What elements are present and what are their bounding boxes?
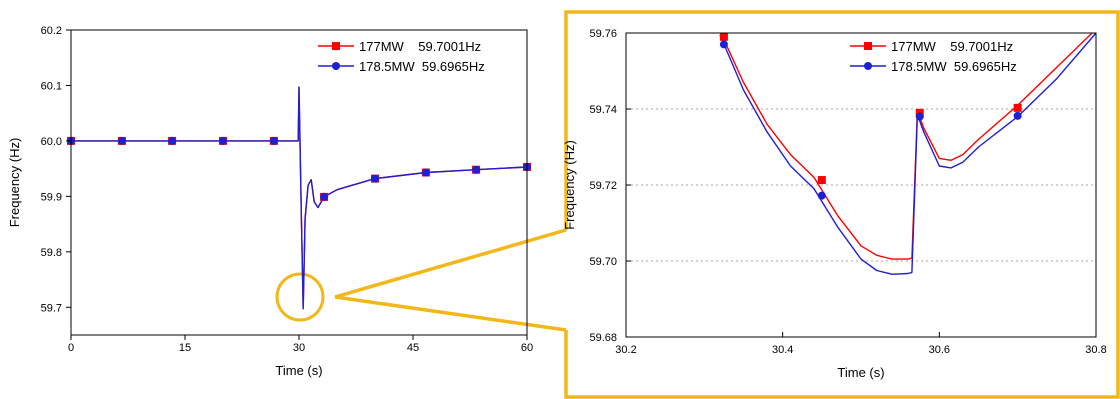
- data-point-177mw: [1013, 103, 1022, 112]
- plot-frame: [70, 29, 528, 336]
- data-point-178-5mw: [320, 192, 329, 201]
- series-line-178-5mw: [719, 33, 1096, 275]
- y-tick-label: 60.0: [41, 136, 62, 148]
- x-tick-label: 45: [407, 342, 419, 354]
- y-tick-label: 60.2: [41, 25, 62, 37]
- y-tick-label: 59.76: [589, 28, 617, 40]
- y-tick-label: 59.70: [589, 256, 617, 268]
- axis-ticks: 0 15 30 45 60 59.7 59.8 59.9 60.0 60.1 60.2: [41, 25, 534, 354]
- x-tick-label: 30.2: [615, 344, 636, 356]
- y-tick-label: 59.72: [589, 180, 617, 192]
- overview-chart: 0 15 30 45 60 59.7 59.8 59.9 60.0 60.1 60.2 Time (…: [7, 25, 533, 378]
- legend-marker-178-5mw: [332, 62, 340, 70]
- legend: 177MW 59.7001Hz 178.5MW 59.6965Hz: [318, 39, 485, 74]
- data-point-178-5mw: [1013, 111, 1022, 120]
- series-markers: [719, 32, 1022, 200]
- y-tick-label: 59.7: [41, 302, 62, 314]
- x-axis-label: Time (s): [275, 363, 322, 378]
- legend: 177MW 59.7001Hz 178.5MW 59.6965Hz: [850, 39, 1017, 74]
- x-tick-label: 30.8: [1085, 344, 1106, 356]
- series-line-178-5mw: [71, 86, 527, 310]
- y-tick-label: 59.68: [589, 332, 617, 344]
- grid-lines: [626, 108, 1096, 262]
- legend-marker-177mw: [864, 42, 872, 50]
- data-point-178-5mw: [472, 165, 481, 174]
- data-point-178-5mw: [817, 191, 826, 200]
- legend-label-177mw: 177MW 59.7001Hz: [359, 39, 481, 54]
- zoom-connector-lower: [334, 295, 567, 332]
- data-point-178-5mw: [915, 112, 924, 121]
- series-lines: [71, 86, 527, 310]
- x-tick-label: 0: [68, 342, 74, 354]
- data-point-178-5mw: [219, 136, 227, 145]
- data-point-177mw: [817, 176, 826, 185]
- data-point-177mw: [719, 32, 728, 41]
- data-point-178-5mw: [421, 168, 430, 177]
- series-lines: [719, 33, 1096, 275]
- y-tick-label: 59.8: [41, 247, 62, 259]
- legend-label-178-5mw: 178.5MW 59.6965Hz: [359, 59, 485, 74]
- x-tick-label: 30.4: [772, 344, 793, 356]
- series-markers: [67, 136, 531, 201]
- x-tick-label: 30: [293, 342, 305, 354]
- data-point-178-5mw: [168, 136, 177, 145]
- zoom-connector-upper: [334, 228, 567, 299]
- data-point-178-5mw: [117, 136, 126, 145]
- zoomed-chart: 30.2 30.4 30.6 30.8 59.68 59.70 59.72 59.74 59.7…: [562, 28, 1107, 380]
- legend-marker-177mw: [332, 42, 340, 50]
- legend-label-177mw: 177MW 59.7001Hz: [891, 39, 1013, 54]
- series-line-177mw: [720, 33, 1094, 260]
- x-axis-label: Time (s): [837, 365, 884, 380]
- y-axis-label: Frequency (Hz): [562, 140, 577, 230]
- data-point-178-5mw: [371, 174, 379, 183]
- zoom-frame: [564, 10, 1120, 399]
- y-tick-label: 60.1: [41, 80, 62, 92]
- x-tick-label: 15: [179, 342, 191, 354]
- x-tick-label: 30.6: [929, 344, 950, 356]
- x-tick-label: 60: [521, 342, 533, 354]
- y-tick-label: 59.9: [41, 191, 62, 203]
- legend-marker-178-5mw: [864, 62, 872, 70]
- data-point-178-5mw: [269, 136, 278, 145]
- axis-ticks: 30.2 30.4 30.6 30.8 59.68 59.70 59.72 59.74 59.7…: [589, 28, 1106, 356]
- y-tick-label: 59.74: [589, 104, 617, 116]
- y-axis-label: Frequency (Hz): [7, 138, 22, 228]
- legend-label-178-5mw: 178.5MW 59.6965Hz: [891, 59, 1017, 74]
- data-point-178-5mw: [719, 40, 728, 49]
- highlight-circle: [275, 272, 325, 322]
